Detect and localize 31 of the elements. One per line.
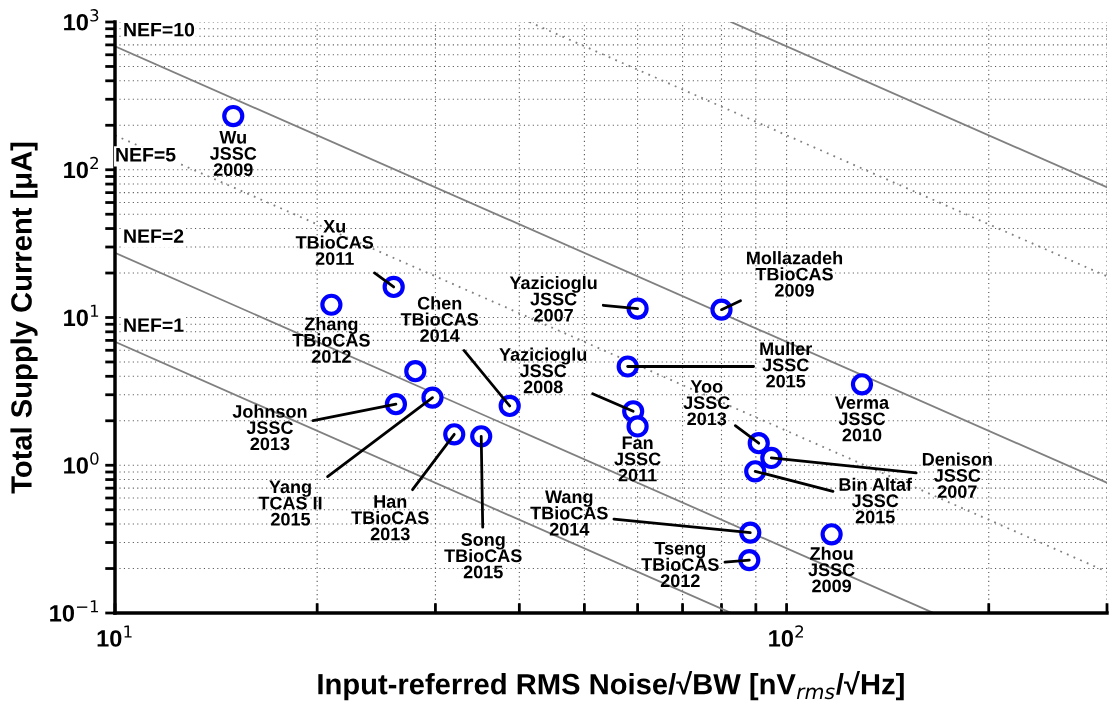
annotation: Han TBioCAS 2013 [351, 495, 429, 541]
annotation: Yoo JSSC 2013 [683, 380, 730, 426]
annotation: NEF=10 [124, 22, 195, 37]
y-tick-label: 10$^{1}$ [64, 304, 99, 327]
annotation: Tseng TBioCAS 2012 [641, 542, 719, 588]
annotation: NEF=5 [116, 148, 176, 162]
annotation: Bin Altaf JSSC 2015 [839, 477, 913, 524]
annotation: Zhou JSSC 2009 [808, 546, 855, 593]
annotation: Wang TBioCAS 2014 [530, 490, 608, 536]
annotation: Fan JSSC 2011 [614, 436, 661, 482]
annotation: Song TBioCAS 2015 [444, 533, 522, 579]
annotation: NEF=2 [124, 229, 184, 243]
x-axis-title: Input-referred RMS Noise/√BW [nV$_{rms}$/√Hz] [318, 671, 904, 701]
annotation: Muller JSSC 2015 [760, 341, 813, 388]
y-tick-label: 10$^{3}$ [64, 9, 99, 31]
y-tick-label: 10$^{0}$ [64, 452, 99, 474]
y-axis-title: Total Supply Current [μA] [10, 142, 38, 494]
annotation: NEF=1 [124, 318, 184, 332]
annotation: Yazicioglu JSSC 2008 [499, 347, 587, 394]
annotation: Yang TCAS II 2015 [258, 480, 322, 526]
y-tick-label: 10$^{2}$ [64, 156, 98, 179]
annotation: Johnson JSSC 2013 [232, 404, 307, 451]
annotation: Chen TBioCAS 2014 [400, 296, 479, 342]
annotation: Xu TBioCAS 2011 [295, 220, 374, 265]
annotation: Zhang TBioCAS 2012 [292, 317, 370, 363]
annotation: Yazicioglu JSSC 2007 [509, 275, 597, 322]
annotation: Denison JSSC 2007 [922, 452, 992, 498]
annotation: Wu JSSC 2009 [209, 131, 257, 177]
annotation: Mollazadeh TBioCAS 2009 [747, 251, 843, 297]
y-tick-label: 10$^{−1}$ [50, 600, 99, 622]
annotation: Verma JSSC 2010 [834, 396, 890, 442]
